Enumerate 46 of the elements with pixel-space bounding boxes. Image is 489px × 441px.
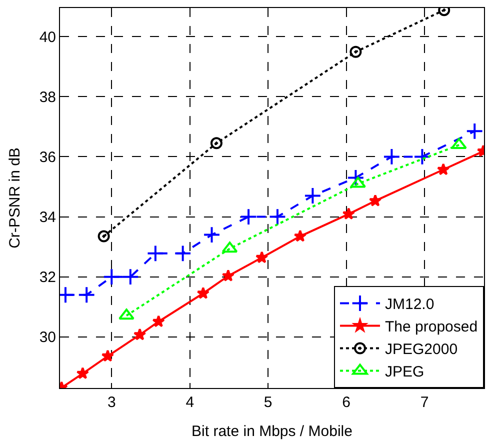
point xyxy=(240,208,258,226)
point xyxy=(256,251,268,264)
point xyxy=(350,176,366,188)
y-axis-title: Cr-PSNR in dB xyxy=(6,148,24,248)
y-tick-label: 38 xyxy=(39,88,56,106)
point xyxy=(222,269,235,282)
point xyxy=(78,286,96,304)
point xyxy=(382,148,400,166)
point xyxy=(210,137,222,150)
point xyxy=(98,230,110,242)
point xyxy=(196,286,210,299)
legend-label: JPEG2000 xyxy=(385,341,458,358)
point xyxy=(133,328,146,340)
point xyxy=(152,315,165,328)
legend-label: The proposed xyxy=(385,318,478,336)
point xyxy=(174,244,192,262)
x-tick-label: 6 xyxy=(342,394,350,411)
y-tick-label: 30 xyxy=(39,329,56,346)
point xyxy=(436,163,450,176)
x-tick-label: 3 xyxy=(107,394,116,411)
y-tick-label: 36 xyxy=(39,148,56,166)
x-tick-label: 5 xyxy=(264,394,272,411)
legend-label: JPEG xyxy=(385,364,424,381)
y-tick-label: 34 xyxy=(39,209,56,226)
point xyxy=(414,148,431,166)
y-tick-label: 32 xyxy=(39,269,56,286)
point xyxy=(304,187,322,204)
point xyxy=(146,244,164,262)
point xyxy=(268,208,286,226)
point xyxy=(118,308,134,320)
point xyxy=(102,268,120,286)
point xyxy=(466,122,484,140)
legend-label: JM12.0 xyxy=(385,296,434,314)
point xyxy=(294,230,306,242)
x-tick-label: 4 xyxy=(186,394,194,411)
y-tick-label: 40 xyxy=(39,28,56,46)
x-tick-label: 7 xyxy=(420,394,429,411)
point xyxy=(101,350,114,362)
point xyxy=(368,194,382,206)
point xyxy=(342,207,355,220)
point xyxy=(122,268,140,286)
point xyxy=(203,226,220,244)
point xyxy=(350,46,362,58)
point xyxy=(76,366,90,380)
point xyxy=(347,169,364,186)
x-axis-title: Bit rate in Mbps / Mobile xyxy=(192,423,352,440)
